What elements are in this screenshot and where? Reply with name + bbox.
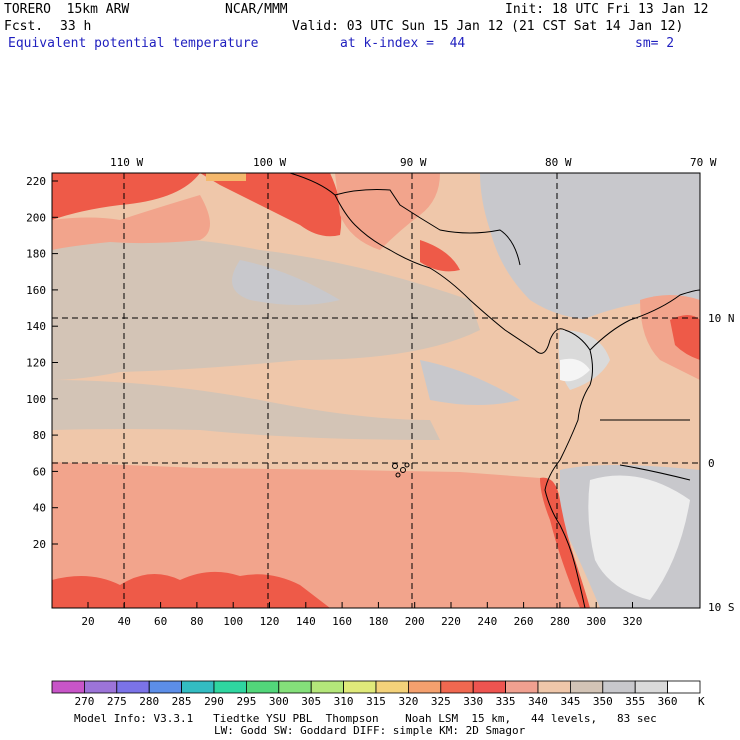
center-name: NCAR/MMM [225, 2, 288, 17]
model-name: TORERO 15km ARW [4, 2, 130, 17]
y-tick-label: 100 [26, 393, 46, 406]
colorbar-swatch [440, 680, 474, 694]
field-name: Equivalent potential temperature [8, 36, 259, 51]
colorbar-label: 330 [463, 695, 483, 708]
x-tick-label: 300 [586, 615, 606, 628]
lon-label: 80 W [545, 156, 572, 169]
x-tick-label: 200 [405, 615, 425, 628]
x-tick-label: 260 [514, 615, 534, 628]
x-tick-label: 240 [477, 615, 497, 628]
colorbar-swatch [667, 680, 701, 694]
colorbar-swatch [116, 680, 150, 694]
colorbar-label: 360 [658, 695, 678, 708]
colorbar-swatch [375, 680, 409, 694]
colorbar-label: 350 [593, 695, 613, 708]
theta-e-field [52, 173, 700, 608]
lat-label: 0 [708, 457, 715, 470]
colorbar-label: 270 [74, 695, 94, 708]
colorbar-label: 285 [172, 695, 192, 708]
colorbar-swatch [310, 680, 345, 694]
x-tick-label: 40 [118, 615, 131, 628]
forecast-hours: 33 h [60, 19, 92, 34]
colorbar-label: 275 [107, 695, 127, 708]
colorbar-label: 345 [560, 695, 580, 708]
colorbar-swatch [343, 680, 377, 694]
colorbar-swatch [505, 680, 539, 694]
model-info-line: Model Info: V3.3.1 Tiedtke YSU PBL Thomp… [74, 712, 657, 725]
latitude-labels: 10 N 0 10 S [708, 312, 735, 614]
x-tick-label: 320 [623, 615, 643, 628]
colorbar-swatch [84, 680, 118, 694]
y-tick-label: 40 [33, 502, 46, 515]
lat-label: 10 N [708, 312, 735, 325]
colorbar-label: 280 [139, 695, 159, 708]
colorbar-label: 310 [334, 695, 354, 708]
map-frame [51, 172, 701, 609]
colorbar-label: 340 [528, 695, 548, 708]
lon-label: 70 W [690, 156, 717, 169]
y-tick-label: 140 [26, 320, 46, 333]
colorbar-label: 305 [301, 695, 321, 708]
colorbar-label: 325 [431, 695, 451, 708]
colorbar-swatch [148, 680, 182, 694]
y-tick-label: 180 [26, 248, 46, 261]
colorbar-swatch [472, 680, 507, 694]
y-tick-label: 80 [33, 429, 46, 442]
longitude-labels: 110 W 100 W 90 W 80 W 70 W [110, 156, 717, 169]
x-tick-label: 280 [550, 615, 570, 628]
x-tick-label: 140 [296, 615, 316, 628]
y-axis: 220 200 180 160 140 120 100 80 60 40 20 [26, 175, 58, 551]
colorbar-swatch [634, 680, 669, 694]
colorbar-swatch [570, 680, 604, 694]
colorbar-swatch [181, 680, 215, 694]
coastlines [289, 173, 700, 608]
x-tick-label: 120 [260, 615, 280, 628]
lat-label: 10 S [708, 601, 735, 614]
colorbar-label: 290 [204, 695, 224, 708]
x-tick-label: 20 [81, 615, 94, 628]
colorbar-swatch [407, 680, 442, 694]
smoothing-info: sm= 2 [635, 36, 675, 51]
colorbar-label: 295 [236, 695, 256, 708]
lat-lon-grid [52, 173, 700, 608]
colorbar-label: 300 [269, 695, 289, 708]
colorbar-label: 315 [366, 695, 386, 708]
x-tick-label: 100 [223, 615, 243, 628]
forecast-label: Fcst. [4, 19, 44, 34]
x-tick-label: 220 [441, 615, 461, 628]
level-info: at k-index = 44 [340, 36, 466, 51]
colorbar-label: 355 [625, 695, 645, 708]
colorbar-swatch [51, 680, 85, 694]
colorbar-unit: K [698, 695, 705, 708]
y-tick-label: 20 [33, 538, 46, 551]
colorbar-swatch [213, 680, 247, 694]
lon-label: 110 W [110, 156, 143, 169]
valid-time: Valid: 03 UTC Sun 15 Jan 12 (21 CST Sat … [292, 19, 684, 34]
colorbar-swatch [602, 680, 636, 694]
physics-info-line: LW: Godd SW: Goddard DIFF: simple KM: 2D… [214, 724, 526, 737]
init-time: Init: 18 UTC Fri 13 Jan 12 [505, 2, 709, 17]
y-tick-label: 200 [26, 211, 46, 224]
y-tick-label: 160 [26, 284, 46, 297]
x-tick-label: 180 [368, 615, 388, 628]
lon-label: 90 W [400, 156, 427, 169]
colorbar-swatch [537, 680, 571, 694]
y-tick-label: 120 [26, 357, 46, 370]
colorbar-swatch [278, 680, 312, 694]
y-tick-label: 220 [26, 175, 46, 188]
colorbar: 270 275 280 285 290 295 300 305 310 315 320 325 330 3… [51, 680, 701, 708]
x-tick-label: 60 [154, 615, 167, 628]
x-axis: 20 40 60 80 100 120 140 160 180 200 220 240 260 280 30… [81, 602, 642, 628]
y-tick-label: 60 [33, 465, 46, 478]
colorbar-label: 320 [398, 695, 418, 708]
x-tick-label: 80 [190, 615, 203, 628]
x-tick-label: 160 [332, 615, 352, 628]
colorbar-swatch [245, 680, 280, 694]
colorbar-label: 335 [496, 695, 516, 708]
lon-label: 100 W [253, 156, 286, 169]
